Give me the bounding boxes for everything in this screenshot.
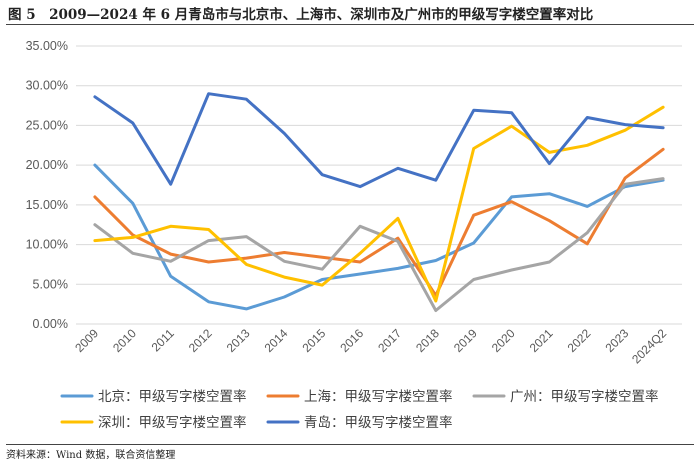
legend-label: 北京：甲级写字楼空置率 bbox=[98, 388, 247, 404]
source-rule bbox=[6, 444, 694, 445]
legend-label: 广州：甲级写字楼空置率 bbox=[510, 388, 659, 404]
x-tick-label: 2009 bbox=[72, 326, 101, 355]
figure-title: 图 5 2009—2024 年 6 月青岛市与北京市、上海市、深圳市及广州市的甲… bbox=[8, 7, 594, 23]
series-line bbox=[93, 92, 665, 189]
legend-label: 青岛：甲级写字楼空置率 bbox=[304, 414, 453, 430]
y-tick-label: 25.00% bbox=[26, 118, 68, 132]
legend-label: 深圳：甲级写字楼空置率 bbox=[98, 414, 247, 430]
x-tick-label: 2024Q2 bbox=[629, 326, 669, 366]
x-tick-label: 2023 bbox=[603, 326, 632, 355]
series-line bbox=[93, 163, 665, 311]
series-line bbox=[93, 147, 665, 297]
x-tick-label: 2017 bbox=[375, 326, 404, 355]
source-note: 资料来源：Wind 数据，联合资信整理 bbox=[6, 450, 176, 461]
x-tick-label: 2010 bbox=[110, 326, 139, 355]
x-tick-label: 2022 bbox=[565, 326, 594, 355]
x-tick-label: 2020 bbox=[489, 326, 518, 355]
y-tick-label: 10.00% bbox=[26, 238, 68, 252]
y-tick-label: 5.00% bbox=[33, 277, 68, 291]
y-tick-label: 20.00% bbox=[26, 158, 68, 172]
x-tick-label: 2013 bbox=[224, 326, 253, 355]
series-line bbox=[93, 105, 665, 303]
y-tick-label: 15.00% bbox=[26, 198, 68, 212]
y-tick-label: 0.00% bbox=[33, 317, 68, 331]
x-tick-label: 2016 bbox=[337, 326, 366, 355]
y-tick-label: 30.00% bbox=[26, 79, 68, 93]
x-tick-label: 2014 bbox=[262, 326, 291, 355]
legend-label: 上海：甲级写字楼空置率 bbox=[304, 388, 453, 404]
title-rule bbox=[6, 24, 694, 25]
line-chart: 0.00% 5.00% 10.00% 15.00% 20.00% 25.00% 30.00%… bbox=[26, 39, 682, 430]
chart-area: 0.00% 5.00% 10.00% 15.00% 20.00% 25.00% 30.00%… bbox=[6, 26, 694, 444]
x-tick-label: 2018 bbox=[413, 326, 442, 355]
x-tick-label: 2012 bbox=[186, 326, 215, 355]
x-tick-label: 2021 bbox=[527, 326, 556, 355]
x-tick-label: 2019 bbox=[451, 326, 480, 355]
x-tick-label: 2015 bbox=[300, 326, 329, 355]
x-tick-label: 2011 bbox=[149, 326, 177, 354]
y-tick-label: 35.00% bbox=[26, 39, 68, 53]
